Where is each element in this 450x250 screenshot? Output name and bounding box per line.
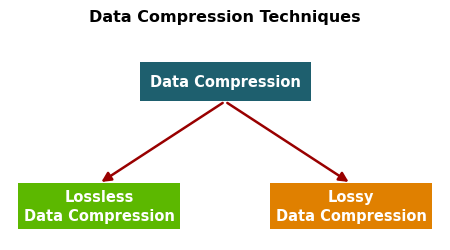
Text: Lossy
Data Compression: Lossy Data Compression [275,190,427,223]
Text: Lossless
Data Compression: Lossless Data Compression [23,190,175,223]
FancyBboxPatch shape [18,184,180,229]
FancyBboxPatch shape [140,63,310,102]
Text: Data Compression: Data Compression [149,75,301,90]
Text: Data Compression Techniques: Data Compression Techniques [89,10,361,25]
FancyBboxPatch shape [270,184,432,229]
